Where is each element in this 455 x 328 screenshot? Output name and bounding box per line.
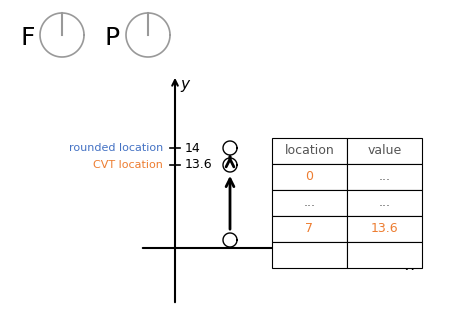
Bar	[272, 242, 347, 268]
Bar	[347, 242, 422, 268]
Bar	[347, 190, 422, 216]
Bar	[347, 216, 422, 242]
Text: value: value	[367, 145, 402, 157]
Text: F: F	[21, 26, 35, 50]
Text: x: x	[405, 258, 415, 274]
Text: y: y	[181, 77, 189, 92]
Bar	[347, 138, 422, 164]
Text: CVT location: CVT location	[93, 160, 163, 170]
Text: location: location	[285, 145, 334, 157]
Bar	[272, 164, 347, 190]
Text: ...: ...	[379, 196, 390, 210]
Bar	[272, 190, 347, 216]
Bar	[272, 138, 347, 164]
Text: ...: ...	[303, 196, 315, 210]
Text: ...: ...	[379, 171, 390, 183]
Text: rounded location: rounded location	[69, 143, 163, 153]
Text: 0: 0	[305, 171, 313, 183]
Text: 13.6: 13.6	[185, 158, 212, 172]
Text: P: P	[105, 26, 120, 50]
Text: 7: 7	[305, 222, 313, 236]
Text: 14: 14	[185, 141, 201, 154]
Text: 13.6: 13.6	[371, 222, 398, 236]
Bar	[347, 164, 422, 190]
Bar	[272, 216, 347, 242]
